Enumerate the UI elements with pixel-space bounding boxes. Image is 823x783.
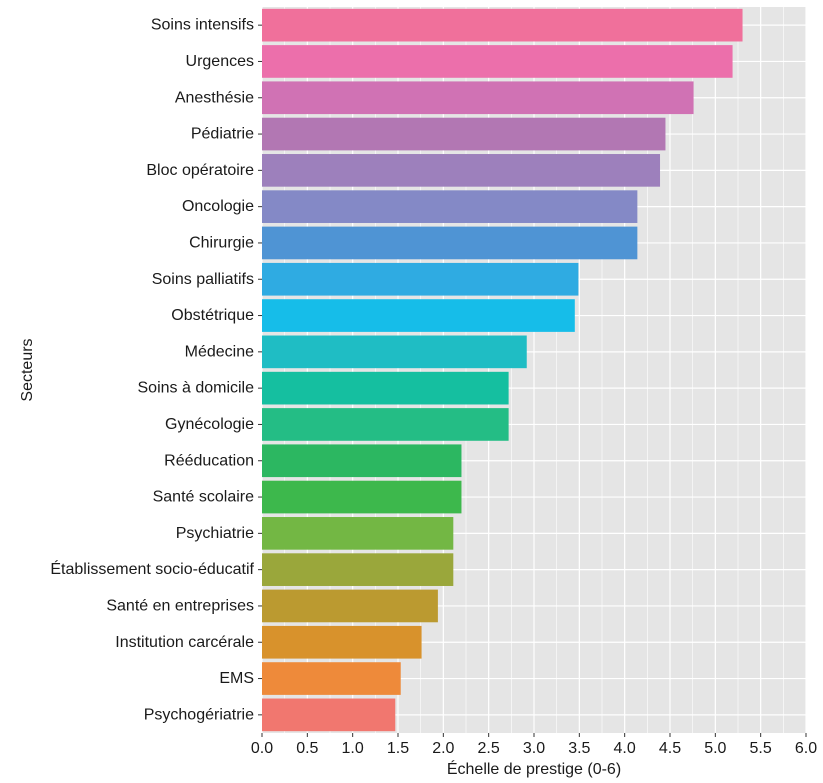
bar — [262, 154, 661, 187]
bar — [262, 262, 579, 296]
y-tick-label: Établissement socio-éducatif — [50, 559, 254, 578]
y-tick-label: Obstétrique — [171, 307, 254, 324]
bar — [262, 517, 454, 550]
y-tick-label: Pédiatrie — [191, 126, 254, 143]
y-tick-label: Psychiatrie — [176, 525, 254, 542]
x-axis: 0.0 0.5 1.0 1.5 2.0 2.5 3.0 3.5 4.0 4.5 5.0 5.5 6.0 — [251, 733, 817, 757]
bar — [262, 190, 638, 223]
x-tick-label: 3.5 — [568, 740, 590, 757]
x-tick-label: 5.5 — [750, 740, 772, 757]
y-tick-label: Urgences — [186, 53, 254, 70]
y-tick-label: Bloc opératoire — [146, 162, 254, 179]
bar — [262, 553, 454, 586]
y-tick-label: Anesthésie — [175, 89, 254, 106]
y-axis-title: Secteurs — [19, 338, 36, 401]
x-tick-label: 1.0 — [342, 740, 364, 757]
bar — [262, 226, 638, 260]
bar — [262, 625, 422, 659]
bar — [262, 662, 401, 695]
bars — [262, 8, 743, 732]
bar — [262, 444, 462, 478]
y-tick-label: Médecine — [185, 343, 254, 360]
x-tick-label: 2.5 — [478, 740, 500, 757]
bar — [262, 335, 527, 369]
y-tick-label: EMS — [219, 670, 254, 687]
y-tick-label: Oncologie — [182, 198, 254, 215]
bar — [262, 8, 743, 42]
x-tick-label: 0.5 — [296, 740, 318, 757]
bar — [262, 408, 509, 441]
bar — [262, 698, 396, 732]
bar — [262, 589, 438, 623]
bar — [262, 371, 509, 405]
bar — [262, 45, 733, 78]
y-tick-label: Gynécologie — [165, 416, 254, 433]
y-tick-label: Santé scolaire — [153, 489, 254, 506]
y-tick-label: Santé en entreprises — [106, 597, 254, 614]
y-tick-label: Rééducation — [164, 452, 254, 469]
bar — [262, 480, 462, 514]
y-tick-label: Chirurgie — [189, 234, 254, 251]
x-tick-label: 2.0 — [432, 740, 454, 757]
x-axis-title: Échelle de prestige (0-6) — [447, 759, 621, 778]
y-tick-label: Soins intensifs — [151, 17, 254, 34]
x-tick-label: 0.0 — [251, 740, 273, 757]
bar — [262, 299, 575, 332]
x-tick-label: 5.0 — [704, 740, 726, 757]
x-tick-label: 4.0 — [614, 740, 636, 757]
bar — [262, 117, 666, 151]
y-tick-label: Soins palliatifs — [152, 271, 254, 288]
x-tick-label: 6.0 — [795, 740, 817, 757]
y-tick-label: Psychogériatrie — [144, 706, 254, 723]
x-tick-label: 3.0 — [523, 740, 545, 757]
y-tick-label: Institution carcérale — [115, 634, 254, 651]
y-axis: Soins intensifs Urgences Anesthésie Pédiatr… — [50, 17, 262, 723]
x-tick-label: 4.5 — [659, 740, 681, 757]
y-tick-label: Soins à domicile — [138, 380, 255, 397]
x-tick-label: 1.5 — [387, 740, 409, 757]
bar — [262, 81, 694, 115]
